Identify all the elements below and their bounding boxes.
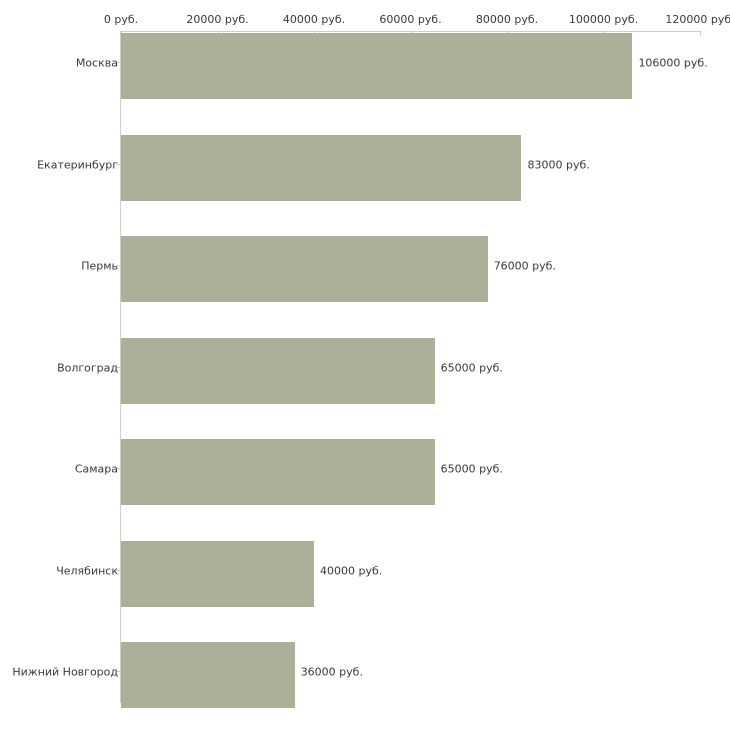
- x-axis-tick-mark: [700, 31, 701, 36]
- value-label: 106000 руб.: [638, 56, 708, 70]
- bar: [121, 439, 435, 505]
- value-label: 40000 руб.: [320, 564, 383, 577]
- category-tick-mark: [116, 265, 121, 266]
- bar: [121, 540, 314, 607]
- value-label: 76000 руб.: [493, 259, 556, 273]
- bar: [121, 642, 295, 708]
- x-axis-tick-label: 100000 руб.: [568, 13, 639, 26]
- category-tick-mark: [116, 671, 121, 672]
- bar: [121, 33, 633, 99]
- x-axis-tick-label: 20000 руб.: [186, 13, 249, 26]
- x-axis-tick-label: 0 руб.: [103, 13, 139, 26]
- bar: [121, 236, 488, 302]
- category-label: Челябинск: [56, 564, 118, 577]
- value-label: 65000 руб.: [440, 361, 503, 374]
- x-axis-tick-label: 120000 руб.: [665, 13, 730, 26]
- bar: [121, 134, 522, 201]
- category-label: Пермь: [81, 259, 118, 273]
- bar: [121, 337, 435, 404]
- category-label: Самара: [74, 462, 118, 476]
- value-label: 83000 руб.: [527, 158, 590, 171]
- category-tick-mark: [116, 62, 121, 63]
- category-tick-mark: [116, 468, 121, 469]
- category-tick-mark: [116, 164, 121, 165]
- x-axis-tick-label: 60000 руб.: [379, 13, 442, 26]
- value-label: 65000 руб.: [440, 462, 503, 476]
- x-axis-tick-label: 80000 руб.: [475, 13, 539, 26]
- category-label: Екатеринбург: [37, 158, 118, 171]
- category-label: Москва: [75, 56, 118, 70]
- x-axis-tick-label: 40000 руб.: [282, 13, 346, 26]
- value-label: 36000 руб.: [300, 665, 363, 679]
- category-tick-mark: [116, 367, 121, 368]
- category-tick-mark: [116, 570, 121, 571]
- category-label: Нижний Новгород: [12, 665, 118, 679]
- category-label: Волгоград: [57, 361, 118, 374]
